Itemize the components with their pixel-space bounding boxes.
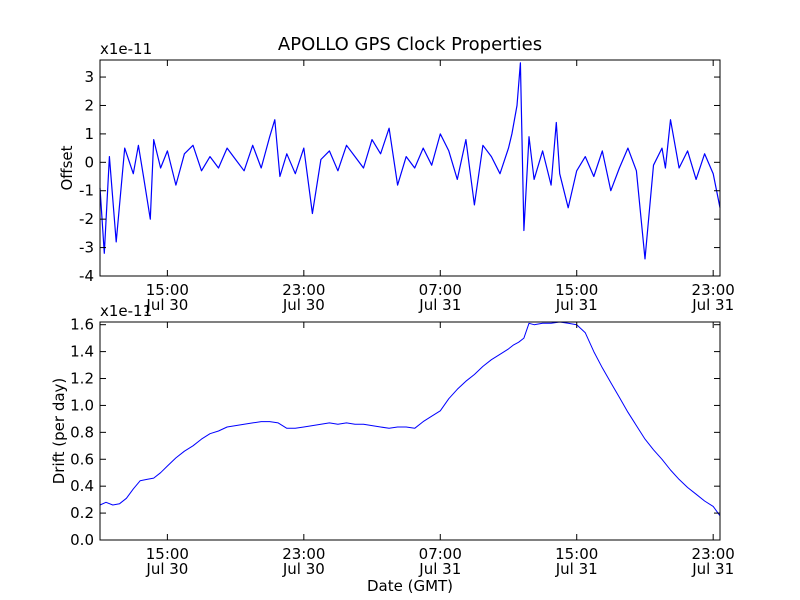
offset-y-scale-label: x1e-11: [100, 40, 152, 58]
offset-plot-frame: [99, 59, 721, 277]
offset-x-tick-date-label: Jul 31: [555, 296, 598, 314]
drift-y-scale-label: x1e-11: [100, 302, 152, 320]
drift-x-tick-time-label: 15:00: [146, 545, 189, 563]
offset-y-tick-label: -3: [79, 239, 94, 257]
drift-y-tick-label: 0.4: [70, 477, 94, 495]
drift-y-tick-label: 1.2: [70, 370, 94, 388]
drift-x-tick-time-label: 07:00: [419, 545, 462, 563]
drift-x-tick-time-label: 15:00: [555, 545, 598, 563]
drift-x-tick-time-label: 23:00: [692, 545, 735, 563]
offset-y-tick-label: -4: [79, 267, 94, 285]
offset-x-tick-time-label: 07:00: [419, 281, 462, 299]
offset-x-tick-date-label: Jul 31: [418, 296, 461, 314]
offset-x-tick-time-label: 23:00: [282, 281, 325, 299]
drift-y-tick-label: 1.6: [70, 316, 94, 334]
offset-y-ticks: -4 -3 -2 -1 0 1 2 3: [79, 68, 720, 285]
offset-y-tick-label: 2: [84, 96, 94, 114]
offset-series-line: [99, 62, 721, 260]
drift-y-axis-label: Drift (per day): [50, 378, 68, 485]
drift-x-tick-date-label: Jul 30: [145, 560, 188, 578]
offset-x-tick-time-label: 15:00: [146, 281, 189, 299]
drift-y-tick-label: 0.6: [70, 450, 94, 468]
offset-y-tick-label: -1: [79, 182, 94, 200]
drift-y-tick-label: 1.0: [70, 396, 94, 414]
offset-y-tick-label: -2: [79, 210, 94, 228]
offset-series-layer: [99, 62, 721, 260]
drift-x-axis-label: Date (GMT): [367, 577, 453, 595]
offset-x-tick-time-label: 15:00: [555, 281, 598, 299]
drift-plot-frame: [99, 321, 721, 541]
drift-x-tick-time-label: 23:00: [282, 545, 325, 563]
drift-plot-background: [100, 322, 720, 540]
drift-y-ticks: 0.0 0.2 0.4 0.6 0.8 1.0 1.2 1.4 1.6: [70, 316, 720, 549]
drift-y-tick-label: 0.0: [70, 531, 94, 549]
offset-y-tick-label: 0: [84, 153, 94, 171]
offset-x-tick-time-label: 23:00: [692, 281, 735, 299]
offset-x-tick-date-label: Jul 30: [282, 296, 325, 314]
offset-plot-background: [100, 60, 720, 276]
offset-y-axis-label: Offset: [58, 145, 76, 190]
drift-series-layer: [99, 321, 721, 517]
drift-x-tick-date-label: Jul 30: [282, 560, 325, 578]
offset-y-tick-label: 3: [84, 68, 94, 86]
offset-x-tick-date-label: Jul 30: [145, 296, 188, 314]
offset-y-tick-label: 1: [84, 125, 94, 143]
drift-y-tick-label: 0.2: [70, 504, 94, 522]
drift-y-tick-label: 0.8: [70, 423, 94, 441]
drift-x-tick-date-label: Jul 31: [418, 560, 461, 578]
drift-x-tick-date-label: Jul 31: [691, 560, 734, 578]
drift-series-line: [99, 321, 721, 517]
drift-y-tick-label: 1.4: [70, 343, 94, 361]
chart-title: APOLLO GPS Clock Properties: [278, 34, 542, 55]
drift-x-tick-date-label: Jul 31: [555, 560, 598, 578]
offset-x-tick-date-label: Jul 31: [691, 296, 734, 314]
